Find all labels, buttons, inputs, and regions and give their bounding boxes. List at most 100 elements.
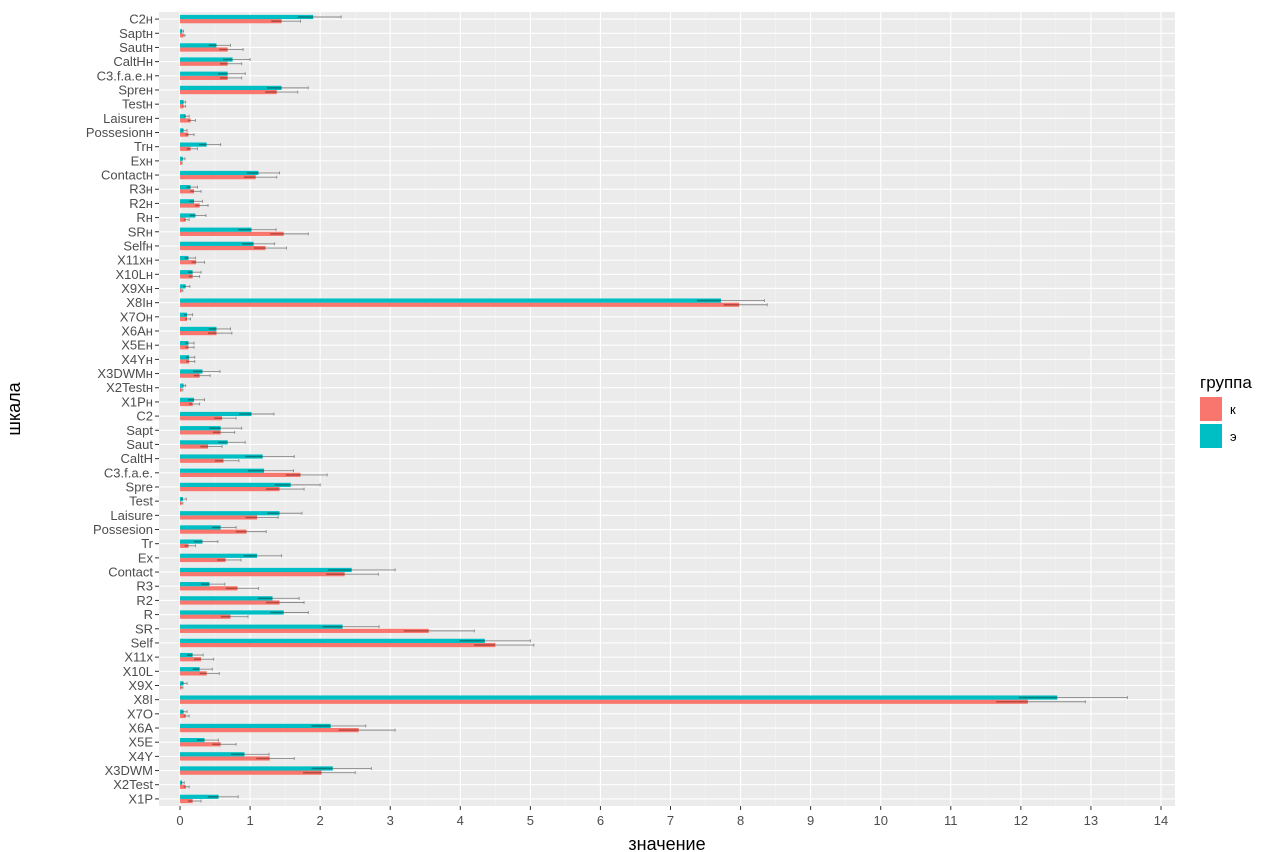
bar-k [180,75,228,81]
bar-e [180,85,282,90]
y-tick-label: Ex [138,550,154,565]
bar-k [180,472,301,478]
bar-e [180,553,258,558]
y-tick-label: X11xн [117,253,153,268]
bar-e [180,114,186,119]
bar-k [180,203,200,208]
bar-k [180,444,209,449]
bar-k [180,217,186,222]
error-bars [180,15,1128,803]
legend-label-e: э [1230,429,1237,444]
bar-e [180,369,203,374]
bar-e [180,156,183,161]
bar-k [180,657,202,662]
bar-e [180,99,184,105]
y-tick-label: X11x [124,650,153,665]
bar-k [180,713,186,719]
bars [180,14,1058,804]
bar-k [180,373,200,378]
bar-e [180,241,254,246]
bar-e [180,454,263,459]
x-tick-label: 8 [737,813,744,828]
y-tick-label: X3DWM [105,763,153,778]
bar-k [180,756,270,761]
bar-k [180,628,429,633]
bar-e [180,638,485,643]
y-tick-label: X9X [128,678,153,693]
bar-e [180,170,259,176]
bar-e [180,525,221,530]
x-tick-label: 1 [246,813,253,828]
bar-k [180,543,189,548]
bar-e [180,213,196,218]
bar-k [180,231,284,236]
y-tick-label: Sapt [126,423,153,438]
bar-e [180,596,273,601]
bar-k [180,770,322,775]
bar-e [180,326,217,332]
y-tick-label: Spreн [118,82,153,97]
y-axis-title: шкала [4,381,24,435]
bar-e [180,14,314,20]
bar-k [180,614,231,619]
y-tick-label: R3 [136,579,153,594]
bar-k [180,572,345,577]
y-tick-label: Selfн [123,238,153,253]
x-tick-label: 4 [457,813,464,828]
y-tick-label: X2Testн [106,380,153,395]
y-tick-label: R2н [129,196,153,211]
bar-k [180,600,280,605]
y-tick-label: X8Iн [126,295,153,310]
y-tick-label: SR [135,621,153,636]
bar-e [180,185,191,190]
bar-e [180,468,265,473]
y-tick-label: X5Eн [121,338,153,353]
legend: группа к э [1200,373,1252,448]
y-tick-label: X5E [128,735,153,750]
y-tick-label: X6Aн [121,324,153,339]
bar-e [180,340,189,346]
y-tick-label: C3.f.a.e. [104,465,153,480]
y-tick-label: Saut [126,437,153,452]
bar-k [180,515,258,520]
bar-k [180,671,207,676]
legend-label-k: к [1230,402,1236,417]
legend-key-e [1200,424,1222,448]
y-tick-label: Rн [136,210,153,225]
plot-panel [159,12,1175,806]
bar-e [180,539,203,544]
bar-k [180,118,191,123]
bar-e [180,355,190,360]
bar-e [180,624,343,629]
x-tick-label: 0 [176,813,183,828]
y-tick-label: X2Test [113,777,153,792]
bar-k [180,274,193,279]
y-tick-label: X4Y [128,749,153,764]
bar-k [180,260,197,265]
bar-k [180,458,224,463]
y-tick-label: Contactн [101,168,153,183]
bar-k [180,416,223,421]
bar-e [180,752,245,757]
bar-k [180,61,228,66]
bar-e [180,511,280,516]
bar-k [180,104,184,109]
y-tick-label: Contact [108,565,153,580]
y-tick-label: R2 [136,593,153,608]
bar-e [180,482,291,487]
x-tick-label: 14 [1154,813,1168,828]
y-tick-label: X7O [127,706,153,721]
y-tick-label: Test [129,494,153,509]
y-tick-label: X4Yн [121,352,153,367]
legend-key-k [1200,397,1222,421]
bar-e [180,766,333,771]
bar-e [180,582,210,587]
bar-k [180,89,277,95]
bar-e [180,426,221,431]
y-tick-label: Laisureн [103,111,153,126]
bar-k [180,486,280,492]
bar-e [180,312,188,317]
bar-k [180,160,182,166]
